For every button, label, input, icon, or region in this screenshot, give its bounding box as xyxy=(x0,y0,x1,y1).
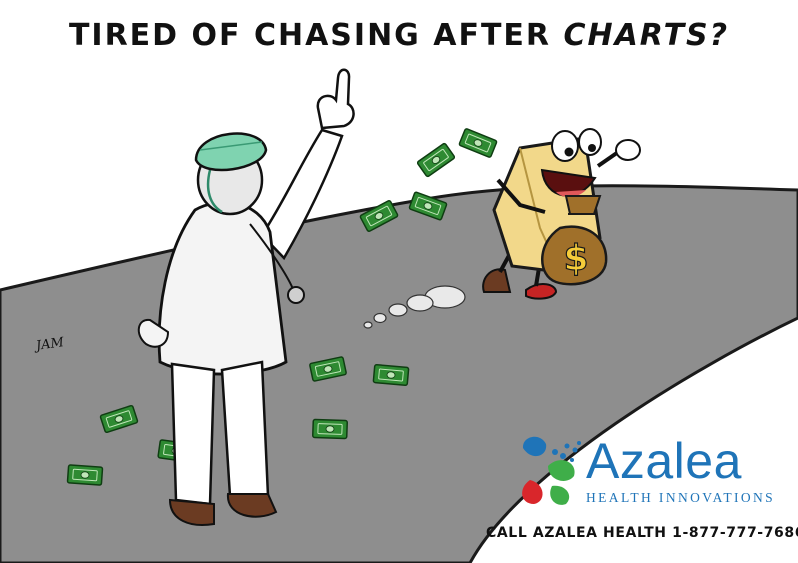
azalea-logo-mark xyxy=(522,436,581,505)
dust-clouds xyxy=(363,285,466,329)
surgeon-character xyxy=(137,68,355,526)
money-bag: $ xyxy=(541,195,608,286)
headline-emphasis: CHARTS? xyxy=(563,18,730,53)
call-to-action-phone: CALL AZALEA HEALTH 1-877-777-7686 xyxy=(486,525,798,541)
headline-text: TIRED OF CHASING AFTER xyxy=(68,18,552,53)
azalea-logo-wordmark: Azalea xyxy=(586,433,742,489)
dollar-sign: $ xyxy=(563,238,588,279)
headline: TIRED OF CHASING AFTER CHARTS? xyxy=(0,18,798,53)
azalea-logo-tagline: HEALTH INNOVATIONS xyxy=(586,490,776,505)
